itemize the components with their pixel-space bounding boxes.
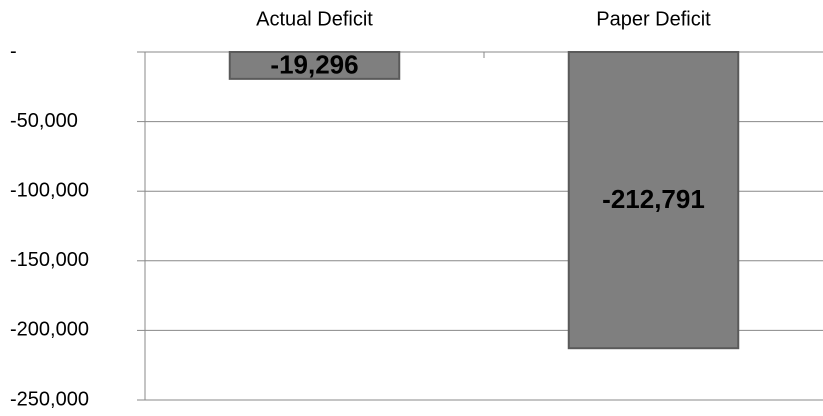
bar <box>228 51 401 80</box>
y-tick-label: -150,000 <box>10 249 89 271</box>
y-tick-label: -100,000 <box>10 179 89 201</box>
y-tick-label: -200,000 <box>10 319 89 341</box>
data-label: -19,296 <box>270 49 358 79</box>
y-tick-label: -250,000 <box>10 388 89 410</box>
bar <box>567 51 740 350</box>
data-label: -212,791 <box>602 184 705 214</box>
x-tick-label: Actual Deficit <box>256 8 373 30</box>
y-tick-label: - <box>10 40 17 62</box>
y-tick-label: -50,000 <box>10 110 78 132</box>
x-tick-label: Paper Deficit <box>596 8 711 30</box>
